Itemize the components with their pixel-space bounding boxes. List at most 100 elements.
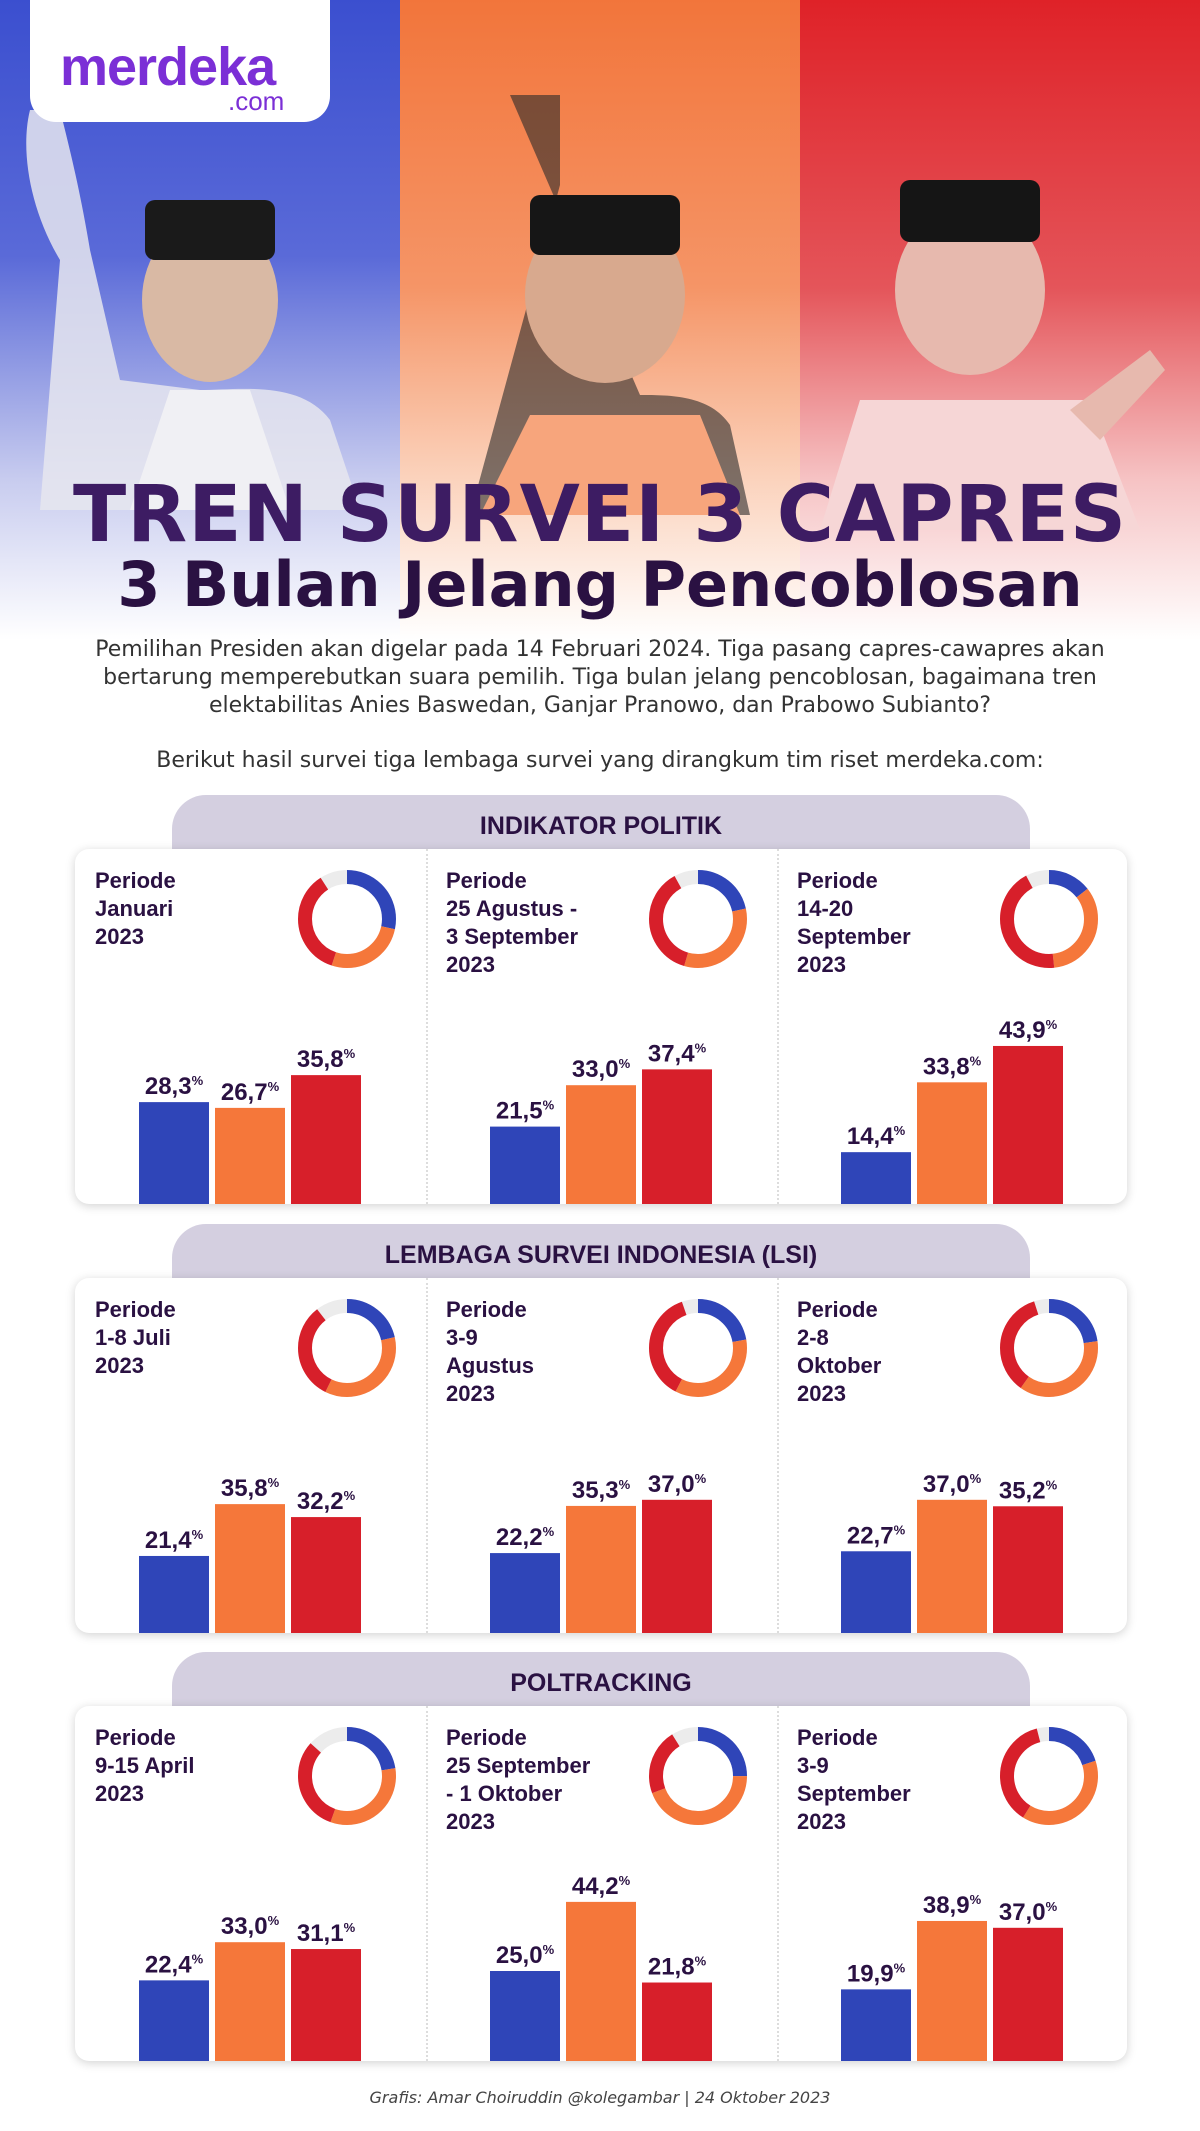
survey-section: LEMBAGA SURVEI INDONESIA (LSI) Periode 1-…: [75, 1224, 1127, 1641]
donut-slice: [1000, 1727, 1098, 1825]
donut-slice: [298, 1299, 396, 1397]
bar: [642, 1069, 712, 1204]
bar-chart: 22,7% 37,0% 35,2%: [841, 1471, 1063, 1633]
survey-panel: Periode 14-20 September 2023 14,4% 33,8% 43…: [777, 849, 1127, 1204]
donut-slice: [1000, 870, 1098, 968]
donut-chart: [1000, 870, 1098, 968]
survey-card: Periode Januari 2023 28,3% 26,7% 35,8% Perio…: [75, 849, 1127, 1204]
donut-slice: [649, 870, 747, 968]
value-label: 37,4%: [648, 1040, 707, 1067]
donut-slice: [298, 1299, 396, 1397]
panel-divider: [426, 1706, 428, 2061]
period-label: Periode 2-8 Oktober 2023: [797, 1297, 882, 1406]
value-label: 37,0%: [923, 1471, 982, 1498]
value-label: 22,2%: [496, 1524, 555, 1551]
value-label: 33,0%: [572, 1056, 631, 1083]
value-label: 22,7%: [847, 1522, 906, 1549]
value-label: 31,1%: [297, 1920, 356, 1947]
value-label: 21,8%: [648, 1954, 707, 1981]
survey-panel: Periode Januari 2023 28,3% 26,7% 35,8%: [75, 849, 425, 1204]
survey-panel: Periode 25 September - 1 Oktober 2023 25,…: [426, 1706, 776, 2061]
bar-chart: 19,9% 38,9% 37,0%: [841, 1892, 1063, 2061]
value-label: 28,3%: [145, 1073, 204, 1100]
donut-slice: [1000, 1299, 1098, 1397]
donut-slice: [649, 1299, 747, 1397]
candidate-photo-left: [26, 110, 360, 510]
donut-chart: [298, 1299, 396, 1397]
panel-divider: [777, 1706, 779, 2061]
bar-chart: 28,3% 26,7% 35,8%: [139, 1046, 361, 1204]
donut-slice: [649, 1727, 747, 1825]
panel-divider: [426, 849, 428, 1204]
value-label: 37,0%: [648, 1471, 707, 1498]
value-label: 38,9%: [923, 1892, 982, 1919]
donut-slice: [649, 870, 747, 968]
bar: [215, 1107, 285, 1204]
donut-slice: [649, 1299, 747, 1397]
bar: [291, 1949, 361, 2061]
survey-panel: Periode 25 Agustus - 3 September 2023 21,…: [426, 849, 776, 1204]
donut-slice: [1000, 870, 1098, 968]
value-label: 35,3%: [572, 1477, 631, 1504]
donut-chart: [649, 1299, 747, 1397]
main-title: TREN SURVEI 3 CAPRES: [72, 470, 1128, 560]
donut-chart: [1000, 1727, 1098, 1825]
sub-title: 3 Bulan Jelang Pencoblosan: [117, 548, 1083, 621]
bar: [993, 1045, 1063, 1204]
bar-chart: 14,4% 33,8% 43,9%: [841, 1017, 1063, 1204]
donut-chart: [649, 870, 747, 968]
period-label: Periode 25 Agustus - 3 September 2023: [446, 868, 579, 977]
value-label: 32,2%: [297, 1488, 356, 1515]
donut-slice: [298, 870, 396, 968]
donut-slice: [649, 1727, 747, 1825]
donut-slice: [1000, 870, 1098, 968]
panel-divider: [777, 1278, 779, 1633]
survey-panel: Periode 2-8 Oktober 2023 22,7% 37,0% 35,2%: [777, 1278, 1127, 1633]
bar: [490, 1126, 560, 1204]
bar: [139, 1980, 209, 2061]
bar: [566, 1505, 636, 1633]
donut-slice: [649, 870, 747, 968]
period-label: Periode 3-9 Agustus 2023: [446, 1297, 534, 1406]
intro-lead: Berikut hasil survei tiga lembaga survei…: [156, 748, 1044, 773]
value-label: 25,0%: [496, 1942, 555, 1969]
period-label: Periode 9-15 April 2023: [95, 1725, 195, 1806]
value-label: 37,0%: [999, 1899, 1058, 1926]
bar-chart: 21,4% 35,8% 32,2%: [139, 1475, 361, 1633]
panel-divider: [426, 1278, 428, 1633]
value-label: 19,9%: [847, 1960, 906, 1987]
bar: [490, 1971, 560, 2061]
donut-slice: [649, 1727, 747, 1825]
merdeka-logo-domain: .com: [228, 86, 285, 116]
bar: [917, 1499, 987, 1633]
bar: [841, 1989, 911, 2061]
donut-slice: [1000, 1727, 1098, 1825]
value-label: 26,7%: [221, 1079, 280, 1106]
period-label: Periode 25 September - 1 Oktober 2023: [446, 1725, 591, 1834]
donut-slice: [298, 870, 396, 968]
bar: [642, 1982, 712, 2061]
survey-panel: Periode 9-15 April 2023 22,4% 33,0% 31,1%: [75, 1706, 425, 2061]
donut-slice: [298, 1299, 396, 1397]
bar-chart: 22,4% 33,0% 31,1%: [139, 1913, 361, 2061]
donut-chart: [1000, 1299, 1098, 1397]
donut-slice: [298, 1727, 396, 1825]
bar: [841, 1152, 911, 1204]
bar: [139, 1102, 209, 1204]
donut-slice: [298, 1727, 396, 1825]
bar: [291, 1075, 361, 1204]
bar: [291, 1517, 361, 1633]
intro-text: Pemilihan Presiden akan digelar pada 14 …: [95, 637, 1105, 718]
donut-slice: [1000, 1727, 1098, 1825]
donut-slice: [1000, 1299, 1098, 1397]
value-label: 33,8%: [923, 1053, 982, 1080]
hero-banner: merdeka .com: [0, 0, 1200, 640]
panel-divider: [777, 849, 779, 1204]
value-label: 44,2%: [572, 1873, 631, 1900]
value-label: 21,5%: [496, 1098, 555, 1125]
merdeka-logo[interactable]: merdeka: [60, 37, 276, 97]
bar: [139, 1555, 209, 1633]
logo-card: [30, 0, 330, 122]
credit-line: Grafis: Amar Choiruddin @kolegambar | 24…: [369, 2088, 831, 2107]
bar: [917, 1082, 987, 1204]
